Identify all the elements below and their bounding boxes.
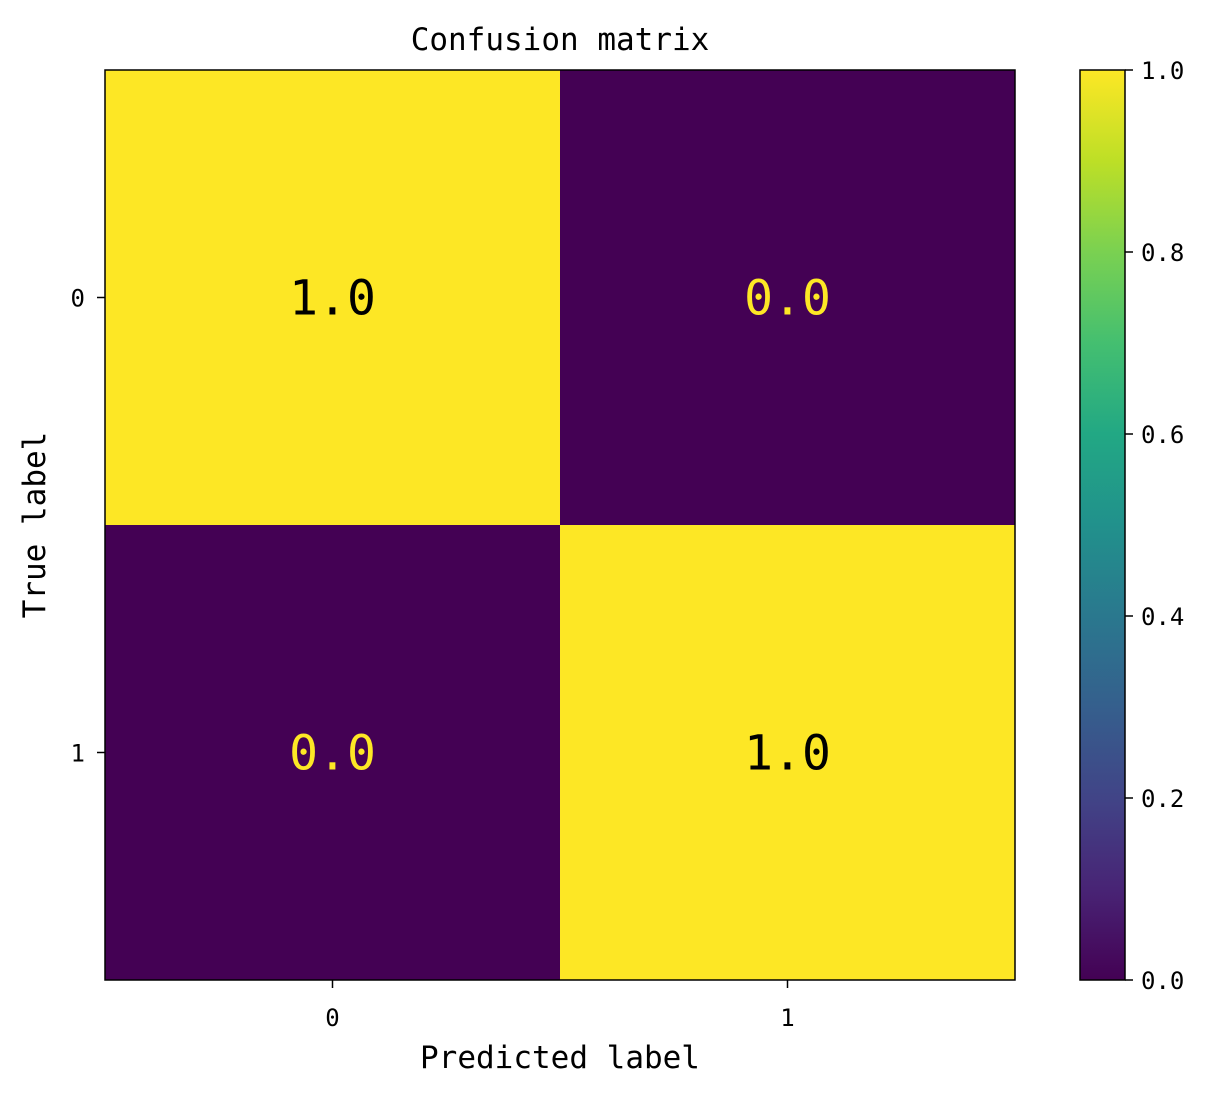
heatmap-cell-labels: 1.0 0.0 0.0 1.0 — [289, 271, 831, 782]
colorbar-tick-label: 0.8 — [1141, 239, 1184, 267]
y-axis-ticks: 01 — [71, 285, 105, 768]
y-tick-label: 0 — [71, 285, 85, 313]
heatmap-cells — [105, 70, 1015, 980]
cell-value-label-1-1: 1.0 — [744, 726, 831, 782]
x-axis-label: Predicted label — [420, 1040, 700, 1076]
y-axis-label: True label — [17, 432, 53, 619]
colorbar — [1079, 69, 1126, 981]
x-tick-label: 0 — [325, 1004, 339, 1032]
heatmap-cell-0-1 — [560, 70, 1015, 525]
y-tick-label: 1 — [71, 740, 85, 768]
colorbar-tick-label: 0.2 — [1141, 785, 1184, 813]
plot-frame — [104, 69, 1016, 981]
colorbar-tick-label: 0.6 — [1141, 421, 1184, 449]
cell-value-label-0-1: 0.0 — [744, 271, 831, 327]
heatmap-cell-1-0 — [105, 525, 560, 980]
x-tick-label: 1 — [780, 1004, 794, 1032]
colorbar-tick-label: 0.4 — [1141, 603, 1184, 631]
heatmap-cell-1-1 — [560, 525, 1015, 980]
cell-value-label-0-0: 1.0 — [289, 271, 376, 327]
chart-title: Confusion matrix — [411, 22, 710, 58]
colorbar-tick-label: 0.0 — [1141, 967, 1184, 995]
colorbar-ticks: 0.0 0.2 0.4 0.6 0.8 1.0 — [1125, 57, 1184, 995]
colorbar-tick-label: 1.0 — [1141, 57, 1184, 85]
cell-value-label-1-0: 0.0 — [289, 726, 376, 782]
heatmap-cell-0-0 — [105, 70, 560, 525]
